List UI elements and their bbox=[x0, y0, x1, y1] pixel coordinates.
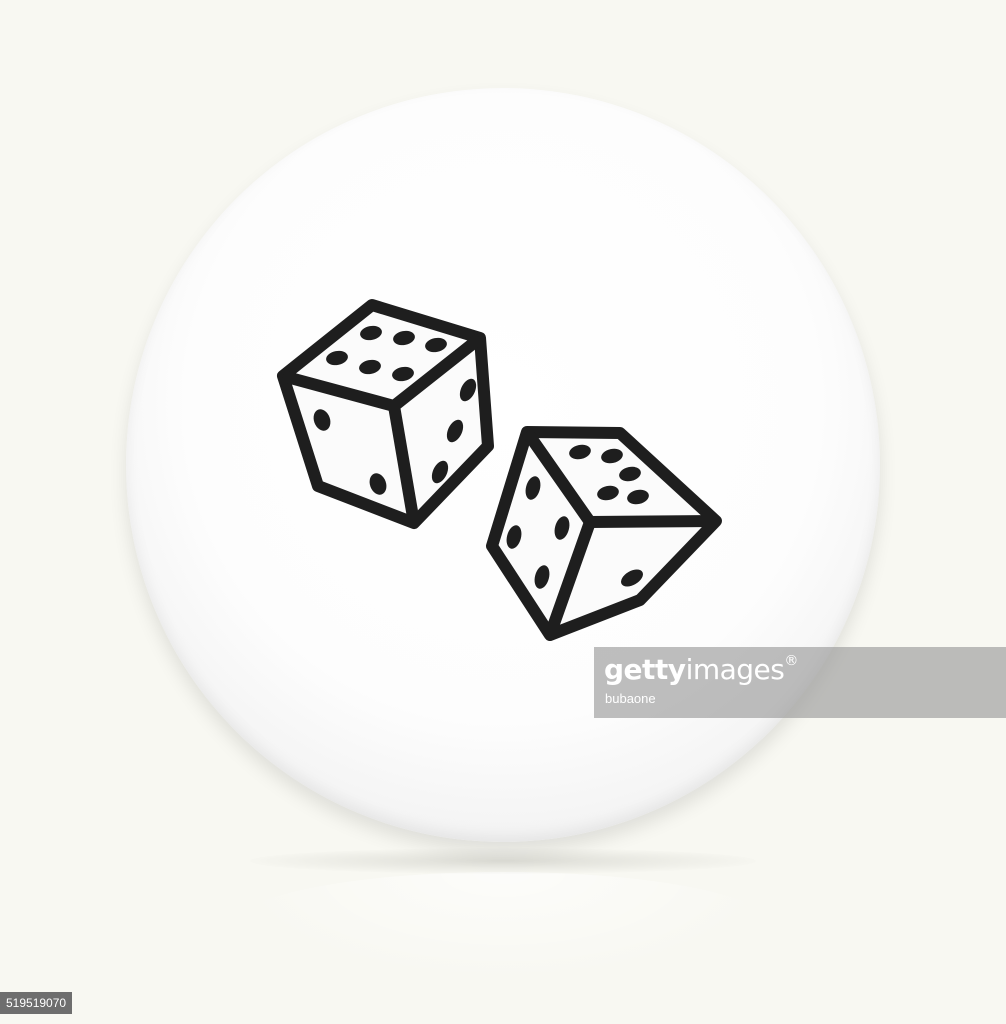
watermark-credit: bubaone bbox=[605, 691, 656, 706]
front-die-icon bbox=[486, 426, 722, 641]
button-reflection bbox=[230, 872, 776, 982]
stock-id-label: 519519070 bbox=[0, 992, 73, 1014]
watermark-logo: gettyimages® bbox=[604, 653, 798, 686]
front-die-pips bbox=[506, 444, 649, 589]
back-die-pips bbox=[313, 325, 477, 495]
button-shadow bbox=[250, 848, 756, 874]
watermark-banner: gettyimages® bubaone bbox=[594, 647, 1006, 718]
